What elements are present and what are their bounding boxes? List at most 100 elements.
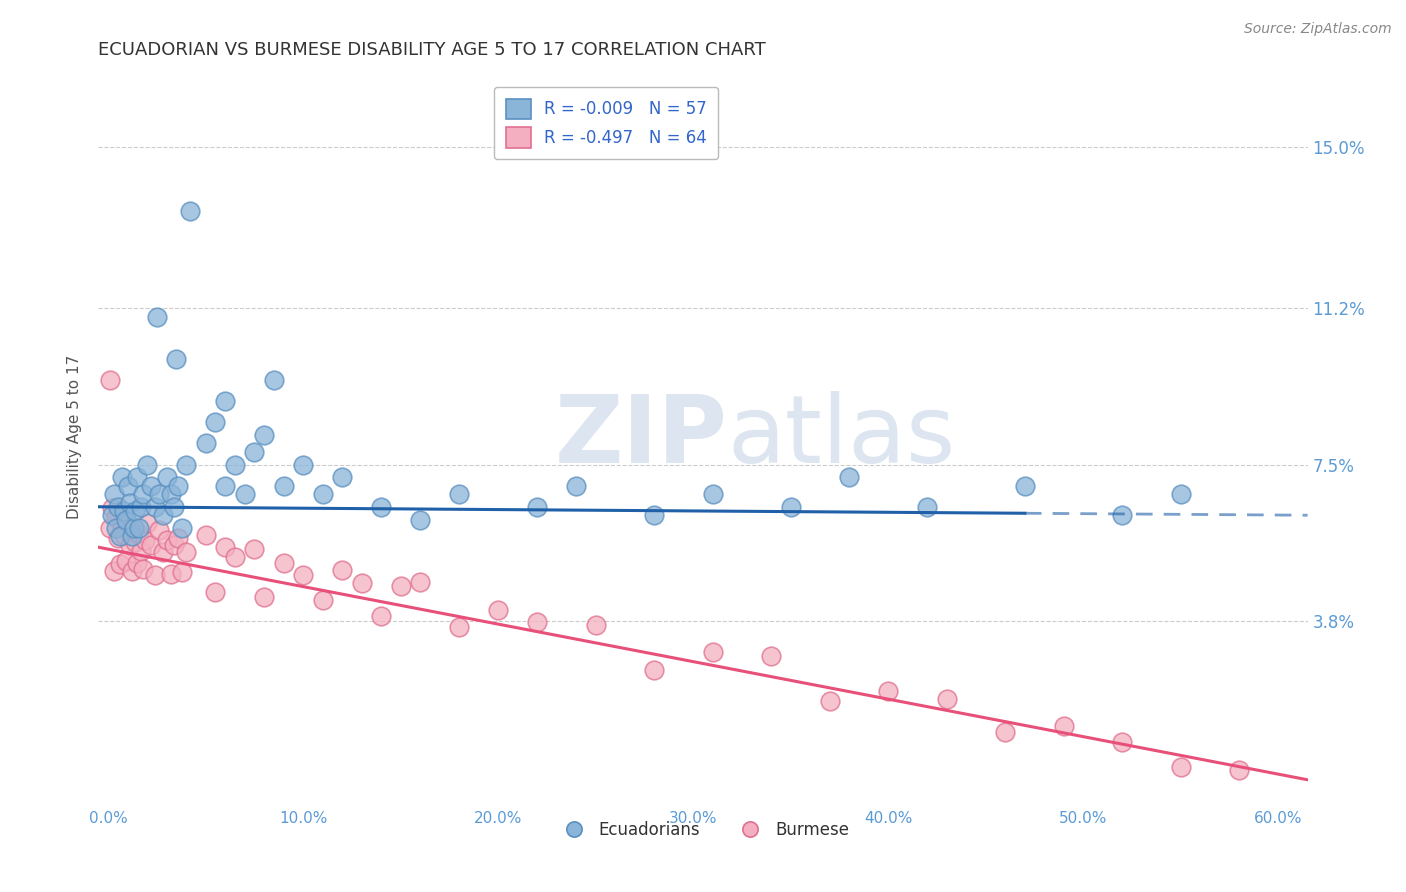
Point [263, 373, 285, 387]
Point [1170, 487, 1192, 501]
Point [214, 540, 236, 554]
Point [152, 544, 174, 558]
Point [350, 575, 373, 590]
Point [172, 521, 194, 535]
Point [1170, 759, 1192, 773]
Point [163, 500, 186, 514]
Point [124, 534, 146, 549]
Point [243, 541, 266, 556]
Point [104, 521, 127, 535]
Point [526, 500, 548, 514]
Point [194, 527, 217, 541]
Point [134, 533, 156, 547]
Point [107, 532, 129, 546]
Text: Source: ZipAtlas.com: Source: ZipAtlas.com [1244, 22, 1392, 37]
Point [117, 516, 139, 531]
Point [643, 663, 665, 677]
Point [156, 470, 179, 484]
Point [148, 487, 170, 501]
Point [152, 508, 174, 523]
Point [204, 584, 226, 599]
Point [112, 528, 135, 542]
Text: atlas: atlas [727, 391, 956, 483]
Point [702, 645, 724, 659]
Point [818, 694, 841, 708]
Point [146, 310, 169, 324]
Point [702, 487, 724, 501]
Point [131, 544, 153, 558]
Point [118, 495, 141, 509]
Point [98, 373, 121, 387]
Point [98, 521, 121, 535]
Point [156, 533, 179, 547]
Point [194, 436, 217, 450]
Point [179, 203, 201, 218]
Point [761, 648, 783, 663]
Point [128, 521, 150, 535]
Point [165, 351, 187, 366]
Y-axis label: Disability Age 5 to 17: Disability Age 5 to 17 [67, 355, 83, 519]
Point [409, 574, 432, 589]
Point [1111, 735, 1133, 749]
Point [112, 504, 135, 518]
Point [214, 394, 236, 409]
Point [253, 428, 276, 442]
Text: ZIP: ZIP [554, 391, 727, 483]
Point [204, 415, 226, 429]
Point [292, 458, 315, 472]
Point [136, 516, 159, 530]
Point [103, 487, 125, 501]
Point [233, 487, 256, 501]
Point [143, 568, 166, 582]
Point [108, 529, 131, 543]
Point [1111, 508, 1133, 523]
Point [273, 479, 295, 493]
Point [111, 519, 134, 533]
Point [159, 567, 181, 582]
Point [565, 479, 588, 493]
Point [139, 479, 162, 493]
Point [104, 509, 127, 524]
Point [121, 564, 143, 578]
Point [370, 500, 392, 514]
Point [224, 458, 246, 472]
Text: ECUADORIAN VS BURMESE DISABILITY AGE 5 TO 17 CORRELATION CHART: ECUADORIAN VS BURMESE DISABILITY AGE 5 T… [98, 41, 766, 59]
Point [117, 479, 139, 493]
Point [107, 500, 129, 514]
Point [1053, 719, 1076, 733]
Point [128, 527, 150, 541]
Point [121, 529, 143, 543]
Point [643, 508, 665, 523]
Point [243, 445, 266, 459]
Point [163, 538, 186, 552]
Point [139, 538, 162, 552]
Point [148, 523, 170, 537]
Point [273, 556, 295, 570]
Point [159, 487, 181, 501]
Point [167, 531, 190, 545]
Point [132, 487, 155, 501]
Point [994, 724, 1017, 739]
Point [127, 470, 149, 484]
Point [172, 566, 194, 580]
Point [122, 522, 145, 536]
Point [779, 500, 801, 514]
Point [389, 579, 412, 593]
Point [409, 512, 432, 526]
Point [167, 479, 190, 493]
Point [114, 512, 136, 526]
Point [136, 458, 159, 472]
Point [111, 470, 134, 484]
Point [132, 562, 155, 576]
Point [174, 458, 197, 472]
Point [449, 620, 471, 634]
Point [131, 500, 153, 514]
Point [224, 550, 246, 565]
Point [312, 487, 335, 501]
Point [330, 563, 353, 577]
Point [917, 500, 939, 514]
Point [174, 545, 197, 559]
Point [312, 593, 335, 607]
Point [101, 500, 124, 515]
Point [214, 479, 236, 493]
